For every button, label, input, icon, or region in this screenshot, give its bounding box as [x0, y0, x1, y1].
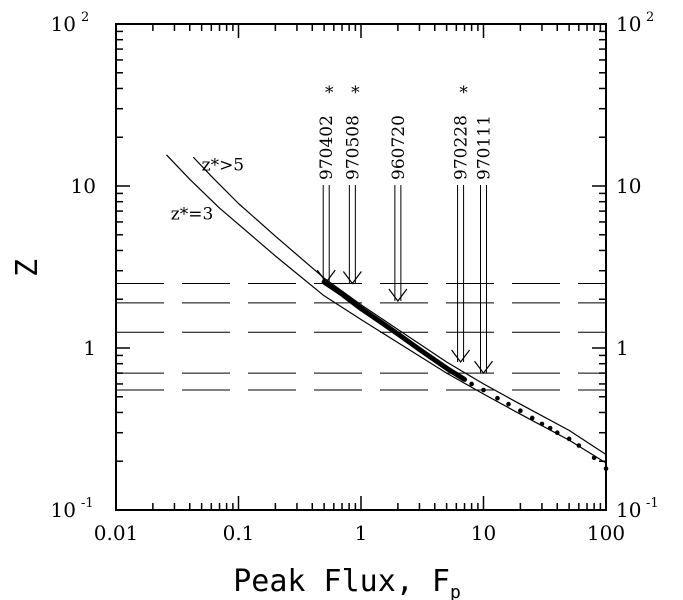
annotation-label-4: 970111: [475, 115, 495, 180]
data-point: [506, 401, 511, 407]
curve-labels-group: z*>5 z*=3: [171, 155, 244, 224]
data-point: [529, 415, 535, 421]
data-point: [539, 421, 545, 427]
y-tick-label-left-2: 10: [71, 174, 96, 198]
points-group: [469, 381, 609, 471]
y-tick-label-left-0: 10: [51, 498, 76, 522]
data-point: [495, 395, 500, 401]
y-tick-label-left-1: 1: [83, 336, 96, 360]
annotation-label-3: 970228: [452, 115, 472, 180]
x-tick-label-3: 10: [471, 521, 496, 545]
data-point: [554, 430, 560, 436]
y-tick-exp-right-3: 2: [646, 10, 654, 25]
annotation-star-1: *: [351, 83, 360, 103]
annotation-star-3: *: [459, 83, 468, 103]
data-point: [518, 408, 523, 414]
plot-frame: [115, 23, 607, 511]
annotation-label-0: 970402: [317, 115, 337, 180]
annotation-arrowhead-1: [342, 271, 362, 285]
dashed-reference-lines: [116, 283, 606, 391]
annotation-arrowhead-3: [451, 349, 471, 363]
y-tick-label-right-1: 1: [616, 336, 629, 360]
data-point: [481, 387, 486, 393]
x-tick-label-1: 0.1: [223, 521, 255, 545]
annotation-star-0: *: [325, 83, 334, 103]
series-line-0: [193, 156, 607, 456]
data-point: [547, 425, 553, 431]
x-axis-title-sub: p: [450, 582, 461, 600]
y-tick-label-left-3: 10: [51, 12, 76, 36]
y-axis-title: Z: [10, 259, 45, 277]
data-point: [603, 466, 609, 471]
data-point: [576, 443, 582, 448]
data-point: [566, 436, 572, 442]
x-tick-label-0: 0.01: [94, 521, 139, 545]
ticks-group: [115, 24, 606, 511]
y-tick-exp-left-0: -1: [81, 496, 94, 511]
x-tick-label-2: 1: [355, 521, 368, 545]
annotation-arrowhead-0: [316, 269, 336, 284]
annotation-label-2: 960720: [389, 115, 409, 180]
y-tick-exp-right-0: -1: [646, 496, 659, 511]
x-axis-title-main: Peak Flux, F: [233, 564, 450, 599]
annotations-group: 970402 * 970508 * 960720 970228 * 970111: [316, 83, 495, 375]
x-axis-title: Peak Flux, Fp: [233, 564, 461, 600]
annotation-arrowhead-2: [388, 288, 408, 303]
curve-label-0: z*>5: [202, 155, 245, 175]
y-tick-exp-left-3: 2: [81, 10, 89, 25]
series-line-2: [321, 279, 467, 382]
x-tick-label-4: 100: [587, 521, 625, 545]
curve-label-1: z*=3: [171, 205, 214, 225]
y-tick-label-right-0: 10: [616, 498, 641, 522]
series-line-1: [166, 154, 607, 464]
y-tick-label-right-2: 10: [616, 174, 641, 198]
y-tick-label-right-3: 10: [616, 12, 641, 36]
data-point: [591, 455, 597, 461]
annotation-arrowhead-4: [474, 360, 493, 375]
annotation-label-1: 970508: [343, 115, 363, 180]
curves-group: [166, 154, 607, 464]
data-point: [469, 381, 474, 387]
